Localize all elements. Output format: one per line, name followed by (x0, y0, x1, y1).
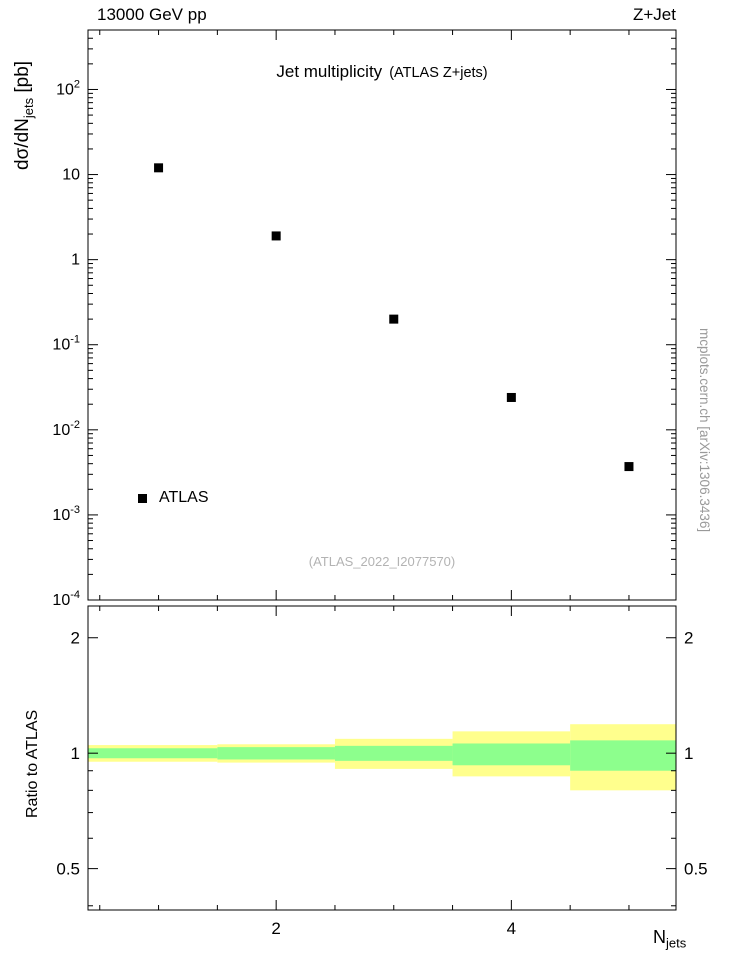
svg-text:102: 102 (56, 78, 80, 98)
legend-label: ATLAS (159, 489, 209, 506)
svg-text:10-1: 10-1 (52, 334, 80, 354)
x-axis-label: Njets (653, 927, 686, 951)
process-label: Z+Jet (633, 5, 676, 24)
axis-tick-labels: 10-4 10-3 10-2 10-1 1 10 102 0.5 0.5 1 1 2 2 2 4 (52, 78, 707, 938)
beam-energy-label: 13000 GeV pp (97, 5, 207, 24)
data-point (506, 392, 516, 402)
svg-text:10-3: 10-3 (52, 504, 80, 524)
svg-text:2: 2 (684, 629, 693, 648)
svg-text:0.5: 0.5 (684, 860, 708, 879)
plot-title: Jet multiplicity (ATLAS Z+jets) (88, 62, 676, 82)
svg-text:2: 2 (271, 919, 280, 938)
uncertainty-bands (88, 724, 676, 791)
legend-marker-icon (138, 493, 147, 503)
svg-text:0.5: 0.5 (56, 860, 80, 879)
svg-text:10-4: 10-4 (52, 589, 80, 609)
plot-frames (87, 29, 677, 911)
svg-text:4: 4 (507, 919, 516, 938)
analysis-watermark: (ATLAS_2022_I2077570) (308, 554, 456, 569)
mcplots-side-note: mcplots.cern.ch [arXiv:1306.3436] (697, 328, 712, 533)
legend: ATLAS (138, 489, 209, 507)
x-axis-label-prefix: N (653, 927, 666, 947)
plot-title-text: Jet multiplicity (276, 62, 383, 81)
data-point (624, 462, 634, 472)
ratio-y-axis-label: Ratio to ATLAS (24, 709, 41, 818)
svg-text:1: 1 (71, 744, 80, 763)
svg-text:10: 10 (62, 167, 80, 184)
y-axis-label-sub: jets (20, 97, 36, 119)
x-axis-label-sub: jets (666, 935, 687, 951)
y-axis-label: dσ/dNjets [pb] (12, 61, 36, 170)
axis-ticks (88, 30, 676, 910)
data-point (389, 314, 399, 324)
plot-title-note: (ATLAS Z+jets) (389, 65, 488, 81)
svg-text:1: 1 (684, 744, 693, 763)
svg-text:2: 2 (71, 629, 80, 648)
svg-text:10-2: 10-2 (52, 419, 80, 439)
y-axis-label-prefix: dσ/dN (12, 118, 33, 170)
data-point (154, 163, 164, 173)
svg-text:1: 1 (71, 252, 80, 269)
data-points (154, 163, 634, 472)
y-axis-label-unit: [pb] (12, 60, 33, 98)
data-point (271, 231, 281, 241)
